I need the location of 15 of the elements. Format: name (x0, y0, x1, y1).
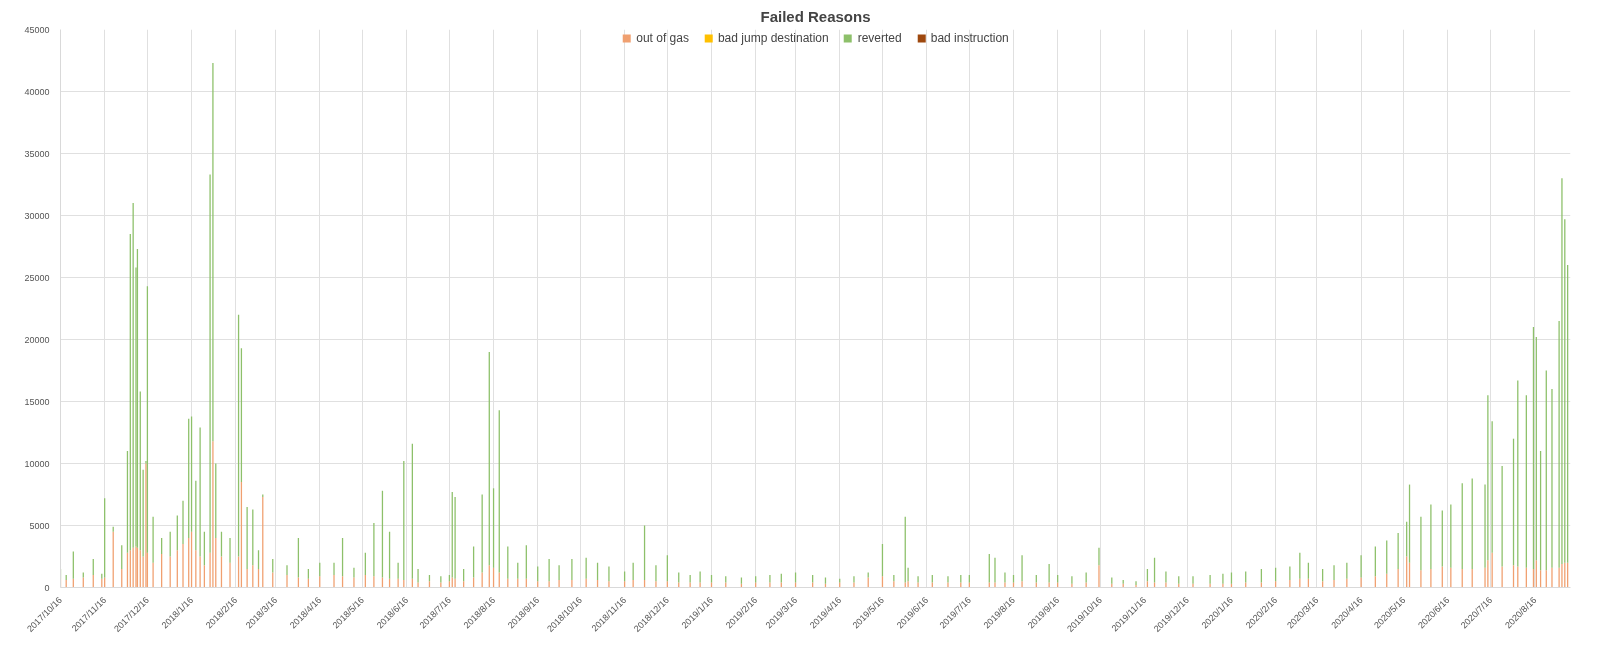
y-tick-label: 0 (44, 582, 50, 593)
y-tick-label: 45000 (24, 24, 50, 35)
y-tick-label: 25000 (24, 272, 50, 283)
legend-label: reverted (857, 31, 902, 45)
y-tick-label: 40000 (24, 86, 50, 97)
y-tick-label: 10000 (24, 458, 50, 469)
y-tick-label: 35000 (24, 148, 50, 159)
y-tick-label: 15000 (24, 396, 50, 407)
legend-label: bad instruction (930, 31, 1009, 45)
legend-label: bad jump destination (717, 31, 829, 45)
chart-title: Failed Reasons (760, 7, 871, 25)
y-tick-label: 5000 (29, 520, 50, 531)
y-tick-label: 20000 (24, 334, 50, 345)
y-tick-label: 30000 (24, 210, 50, 221)
legend-label: out of gas (636, 31, 689, 45)
